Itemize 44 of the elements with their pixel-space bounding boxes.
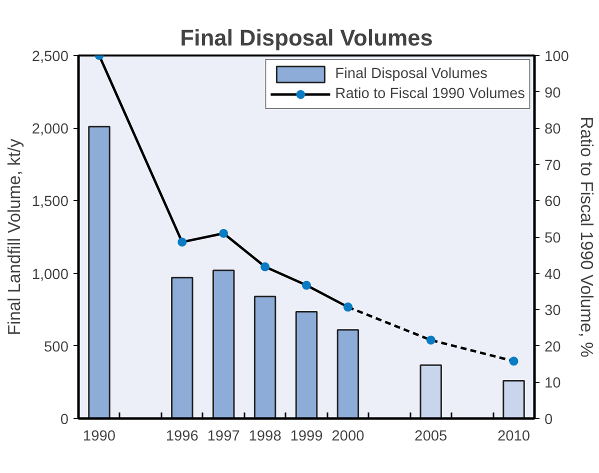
point (219, 228, 228, 238)
legend-label: Final Disposal Volumes (335, 66, 488, 82)
bar (336, 329, 360, 418)
y-tick-label: 2,000 (32, 122, 69, 138)
y2-tick-label: 10 (544, 376, 561, 392)
y2-tick-label: 60 (544, 194, 561, 210)
bar (88, 126, 110, 418)
y-tick-label: 1,500 (32, 194, 69, 210)
bar (502, 380, 525, 418)
y-tick-label: 0 (60, 412, 69, 428)
x-tick-label: 2010 (497, 428, 530, 444)
bar (171, 276, 194, 418)
x-tick-label: 1999 (290, 428, 323, 444)
y-tick-label: 2,500 (32, 49, 69, 65)
x-tick-label: 1990 (82, 428, 116, 444)
bar (212, 270, 235, 418)
x-tick-label: 2005 (414, 428, 448, 444)
y2-tick-label: 40 (544, 266, 561, 283)
y2-tick-label: 70 (544, 158, 561, 174)
y-tick-label: 500 (44, 339, 69, 356)
point (260, 262, 270, 272)
x-tick-label: 1996 (166, 428, 198, 444)
x-tick-label: 1997 (207, 428, 240, 444)
y2-tick-label: 0 (544, 412, 553, 428)
legend-label: Ratio to Fiscal 1990 Volumes (335, 86, 525, 102)
x-tick-label: 1998 (248, 428, 282, 444)
point (302, 280, 311, 290)
y2-axis-title: Ratio to Fiscal 1990 Volume, % (576, 116, 597, 358)
bar (295, 311, 318, 418)
y-tick-label: 1,000 (32, 266, 69, 283)
point (426, 336, 436, 345)
x-tick-label: 2000 (332, 428, 364, 444)
y2-tick-label: 100 (544, 49, 569, 65)
chart-title: Final Disposal Volumes (180, 24, 433, 50)
point (509, 356, 518, 366)
y2-tick-label: 90 (544, 85, 561, 102)
point (178, 238, 187, 247)
bar (254, 296, 276, 418)
y2-tick-label: 50 (544, 230, 561, 246)
y2-tick-label: 20 (544, 339, 561, 356)
bar (420, 364, 442, 418)
y2-tick-label: 30 (544, 303, 561, 320)
y2-tick-label: 80 (544, 122, 561, 138)
y-axis-title: Final Landfill Volume, kt/y (4, 138, 24, 336)
